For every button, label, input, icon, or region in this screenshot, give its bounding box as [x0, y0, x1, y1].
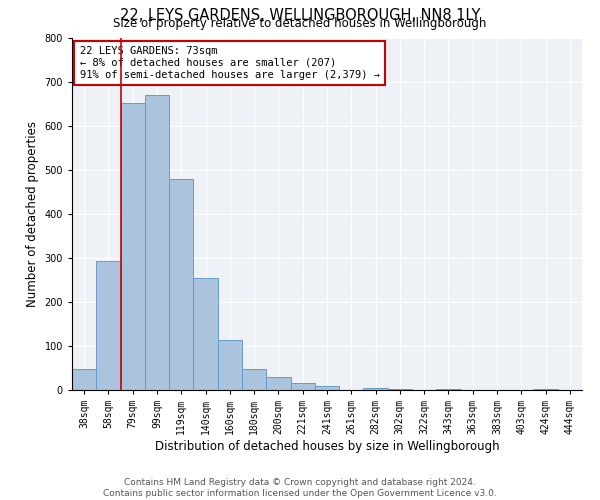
Bar	[145, 95, 169, 390]
Bar	[169, 179, 193, 390]
Bar	[218, 340, 242, 390]
Text: 22 LEYS GARDENS: 73sqm
← 8% of detached houses are smaller (207)
91% of semi-det: 22 LEYS GARDENS: 73sqm ← 8% of detached …	[80, 46, 380, 80]
Bar	[533, 388, 558, 390]
Bar	[242, 369, 266, 390]
Bar	[121, 103, 145, 390]
Text: Contains HM Land Registry data © Crown copyright and database right 2024.
Contai: Contains HM Land Registry data © Crown c…	[103, 478, 497, 498]
Bar	[388, 388, 412, 390]
X-axis label: Distribution of detached houses by size in Wellingborough: Distribution of detached houses by size …	[155, 440, 499, 453]
Bar	[72, 370, 96, 390]
Bar	[364, 388, 388, 390]
Text: 22, LEYS GARDENS, WELLINGBOROUGH, NN8 1LY: 22, LEYS GARDENS, WELLINGBOROUGH, NN8 1L…	[120, 8, 480, 22]
Bar	[290, 384, 315, 390]
Y-axis label: Number of detached properties: Number of detached properties	[26, 120, 39, 306]
Bar	[436, 388, 461, 390]
Bar	[266, 377, 290, 390]
Bar	[193, 278, 218, 390]
Bar	[96, 261, 121, 390]
Bar	[315, 386, 339, 390]
Text: Size of property relative to detached houses in Wellingborough: Size of property relative to detached ho…	[113, 18, 487, 30]
